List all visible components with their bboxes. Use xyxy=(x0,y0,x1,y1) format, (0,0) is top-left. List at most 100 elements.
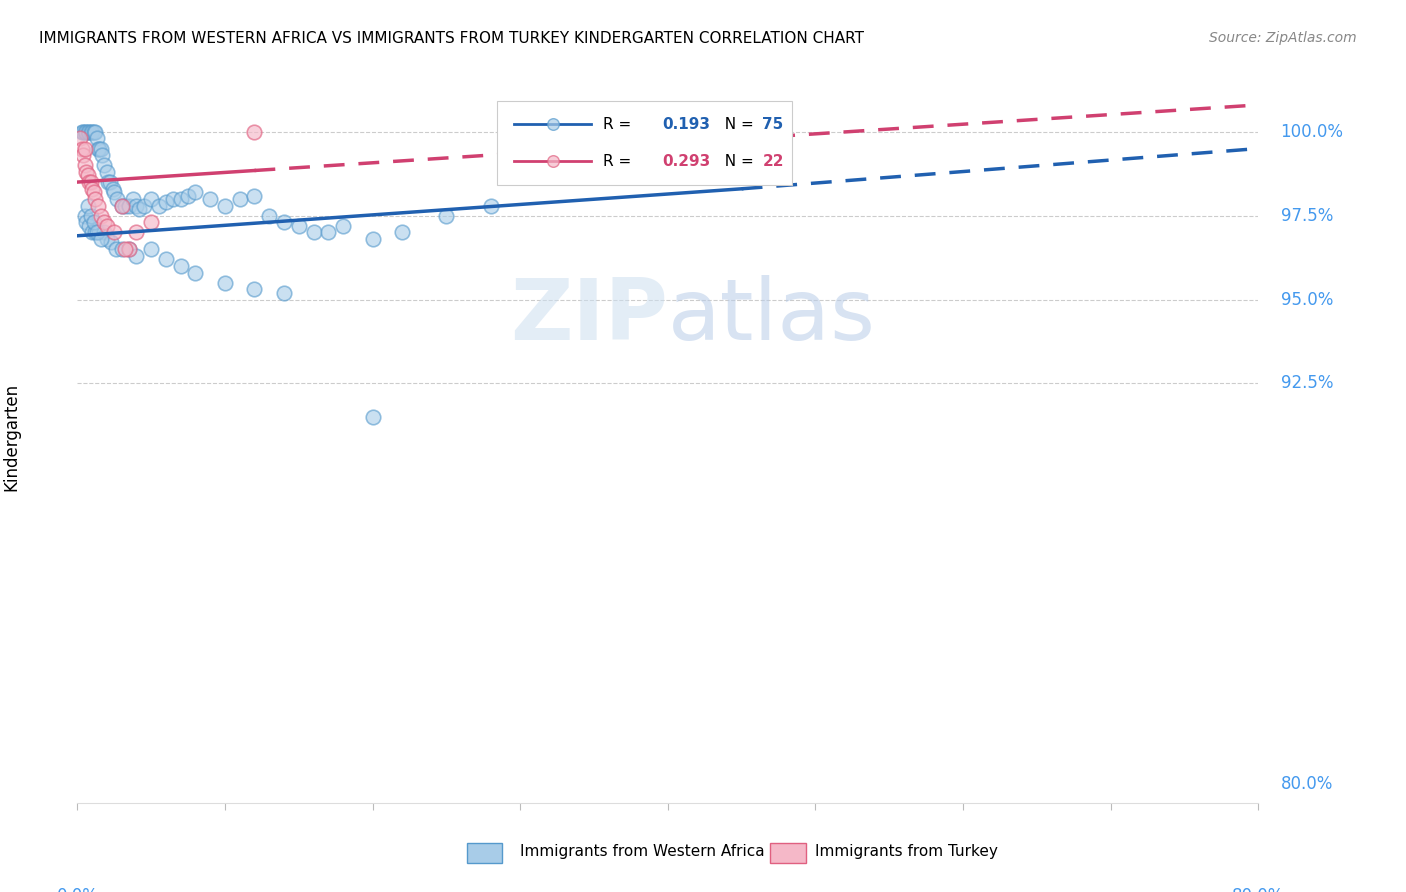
Text: 75: 75 xyxy=(762,117,783,132)
Point xyxy=(96,232,118,246)
Text: 0.0%: 0.0% xyxy=(56,887,98,892)
Text: 22: 22 xyxy=(762,153,783,169)
Point xyxy=(89,226,111,240)
Text: R =: R = xyxy=(603,153,636,169)
Point xyxy=(104,242,127,256)
Point xyxy=(103,185,125,199)
Point xyxy=(184,266,207,280)
Point xyxy=(77,175,100,189)
Point xyxy=(361,409,384,424)
Text: atlas: atlas xyxy=(668,275,876,358)
Text: 0.293: 0.293 xyxy=(662,153,710,169)
Point xyxy=(73,125,96,139)
Text: N =: N = xyxy=(716,153,759,169)
Point xyxy=(93,226,115,240)
Point xyxy=(128,202,150,216)
Point xyxy=(125,226,148,240)
Point xyxy=(73,158,96,172)
Point xyxy=(77,125,100,139)
Point xyxy=(70,142,93,156)
Point xyxy=(72,148,94,162)
Point xyxy=(84,125,107,139)
Point xyxy=(86,226,108,240)
Point xyxy=(125,249,148,263)
Point xyxy=(103,226,125,240)
Point xyxy=(83,215,105,229)
Point xyxy=(69,131,91,145)
Point xyxy=(75,215,97,229)
Point xyxy=(76,198,98,212)
Point xyxy=(76,169,98,183)
Text: 95.0%: 95.0% xyxy=(1281,291,1333,309)
Point xyxy=(98,175,121,189)
Point xyxy=(70,125,93,139)
Point xyxy=(96,219,118,233)
Point xyxy=(82,125,104,139)
Text: N =: N = xyxy=(716,117,759,132)
Point xyxy=(214,276,236,290)
Point xyxy=(75,125,97,139)
Point xyxy=(83,125,105,139)
Point xyxy=(141,215,163,229)
Point xyxy=(122,192,145,206)
Text: ZIP: ZIP xyxy=(510,275,668,358)
Point xyxy=(86,131,108,145)
Point xyxy=(259,209,281,223)
Point xyxy=(177,188,200,202)
Text: 0.193: 0.193 xyxy=(662,117,710,132)
Point xyxy=(82,226,104,240)
Point xyxy=(87,142,110,156)
Point xyxy=(118,242,141,256)
Point xyxy=(125,198,148,212)
Point xyxy=(155,195,177,210)
Point xyxy=(73,142,96,156)
Point xyxy=(170,192,193,206)
Point xyxy=(214,198,236,212)
Point xyxy=(318,226,340,240)
Point xyxy=(114,242,136,256)
Point xyxy=(90,209,112,223)
Point xyxy=(75,165,97,179)
Point xyxy=(155,252,177,267)
Text: R =: R = xyxy=(603,117,636,132)
Point xyxy=(76,125,98,139)
Point xyxy=(105,192,128,206)
Point xyxy=(93,158,115,172)
Point xyxy=(97,175,120,189)
Point xyxy=(243,125,266,139)
Text: Kindergarten: Kindergarten xyxy=(1,383,20,491)
Point xyxy=(132,198,155,212)
Point xyxy=(288,219,311,233)
Point xyxy=(93,215,115,229)
Point xyxy=(89,142,111,156)
Point xyxy=(200,192,222,206)
Point xyxy=(170,259,193,273)
Point xyxy=(436,209,458,223)
Point xyxy=(118,198,141,212)
Text: 80.0%: 80.0% xyxy=(1232,887,1285,892)
Point xyxy=(361,232,384,246)
Point xyxy=(96,165,118,179)
Point xyxy=(84,226,107,240)
Text: 80.0%: 80.0% xyxy=(1281,775,1333,793)
Text: Immigrants from Turkey: Immigrants from Turkey xyxy=(815,845,998,859)
Point xyxy=(77,219,100,233)
Point xyxy=(79,209,101,223)
Point xyxy=(84,192,107,206)
Point xyxy=(114,198,136,212)
Point xyxy=(162,192,184,206)
FancyBboxPatch shape xyxy=(496,101,792,185)
Point xyxy=(90,232,112,246)
Point xyxy=(91,148,114,162)
Text: 100.0%: 100.0% xyxy=(1281,123,1344,141)
Text: 97.5%: 97.5% xyxy=(1281,207,1333,225)
Point xyxy=(148,198,170,212)
Text: IMMIGRANTS FROM WESTERN AFRICA VS IMMIGRANTS FROM TURKEY KINDERGARTEN CORRELATIO: IMMIGRANTS FROM WESTERN AFRICA VS IMMIGR… xyxy=(39,31,865,46)
Point xyxy=(184,185,207,199)
Point xyxy=(90,142,112,156)
Text: Source: ZipAtlas.com: Source: ZipAtlas.com xyxy=(1209,31,1357,45)
Point xyxy=(83,185,105,199)
Point xyxy=(273,285,295,300)
Point xyxy=(391,226,413,240)
Point xyxy=(111,242,132,256)
